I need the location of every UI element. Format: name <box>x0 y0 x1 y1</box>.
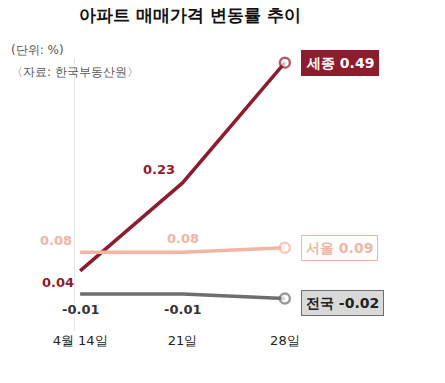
svg-text:-0.01: -0.01 <box>62 302 99 317</box>
svg-text:서울 0.09: 서울 0.09 <box>306 240 373 256</box>
svg-text:-0.01: -0.01 <box>164 302 201 317</box>
svg-text:(단위: %): (단위: %) <box>11 43 64 57</box>
svg-text:21일: 21일 <box>168 333 198 348</box>
svg-text:0.23: 0.23 <box>143 162 175 177</box>
svg-text:세종 0.49: 세종 0.49 <box>306 55 374 71</box>
svg-text:0.08: 0.08 <box>40 233 72 248</box>
svg-text:〈자료: 한국부동산원〉: 〈자료: 한국부동산원〉 <box>11 65 139 79</box>
svg-text:0.08: 0.08 <box>167 231 199 246</box>
svg-text:전국 -0.02: 전국 -0.02 <box>306 295 379 311</box>
svg-text:4월 14일: 4월 14일 <box>53 333 108 348</box>
svg-text:아파트 매매가격 변동률 추이: 아파트 매매가격 변동률 추이 <box>79 5 301 25</box>
svg-text:0.04: 0.04 <box>42 275 74 290</box>
svg-text:28일: 28일 <box>270 333 300 348</box>
